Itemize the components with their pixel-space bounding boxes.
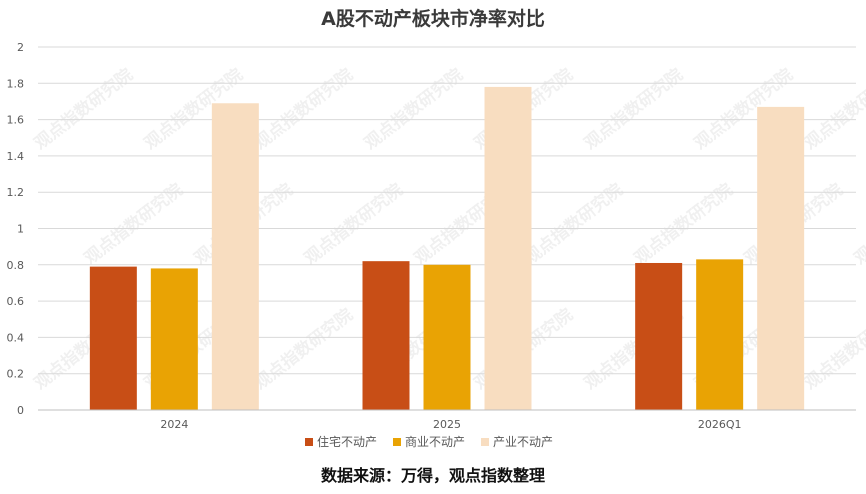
- watermark-text: 观点指数研究院: [249, 64, 356, 154]
- y-tick-label: 1: [17, 223, 24, 236]
- y-axis-ticks: 0 0.2 0.4 0.6 0.8 1 1.2 1.4 1.6 1.8 2: [7, 41, 25, 417]
- y-tick-label: 1.2: [7, 186, 25, 199]
- watermark-text: 观点指数研究院: [579, 64, 686, 154]
- source-note: 数据来源：万得，观点指数整理: [320, 466, 545, 485]
- y-tick-label: 0.8: [7, 259, 25, 272]
- bars: [89, 86, 805, 411]
- x-tick-label: 2026Q1: [698, 418, 742, 431]
- y-tick-label: 0: [17, 404, 24, 417]
- legend-label: 商业不动产: [405, 434, 465, 449]
- y-tick-label: 0.6: [7, 295, 25, 308]
- watermark-text: 观点指数研究院: [799, 64, 866, 154]
- legend-swatch: [305, 438, 313, 446]
- y-tick-label: 0.2: [7, 368, 25, 381]
- bar: [484, 86, 532, 411]
- bar: [635, 262, 683, 410]
- bar: [696, 259, 744, 410]
- x-axis-ticks: 2024 2025 2026Q1: [38, 409, 856, 431]
- watermark-text: 观点指数研究院: [249, 304, 356, 394]
- watermark-text: 观点指数研究院: [799, 304, 866, 394]
- y-tick-label: 1.6: [7, 114, 25, 127]
- bar: [211, 103, 259, 410]
- bar: [362, 261, 410, 410]
- legend-label: 住宅不动产: [317, 434, 377, 449]
- legend-swatch: [481, 438, 489, 446]
- legend-label: 产业不动产: [493, 435, 553, 449]
- x-tick-label: 2024: [160, 418, 188, 431]
- bar: [423, 264, 471, 410]
- y-tick-label: 1.8: [7, 77, 25, 90]
- bar: [150, 268, 198, 410]
- bar: [757, 106, 805, 411]
- chart-title: A股不动产板块市净率对比: [321, 8, 545, 30]
- legend-swatch: [393, 438, 401, 446]
- y-tick-label: 1.4: [7, 150, 25, 163]
- watermark-text: 观点指数研究院: [359, 64, 466, 154]
- watermark-text: 观点指数研究院: [29, 64, 136, 154]
- y-tick-label: 2: [17, 41, 24, 54]
- y-tick-label: 0.4: [7, 331, 25, 344]
- legend: 住宅不动产 商业不动产 产业不动产: [305, 434, 553, 449]
- bar: [89, 266, 137, 410]
- x-tick-label: 2025: [433, 418, 461, 431]
